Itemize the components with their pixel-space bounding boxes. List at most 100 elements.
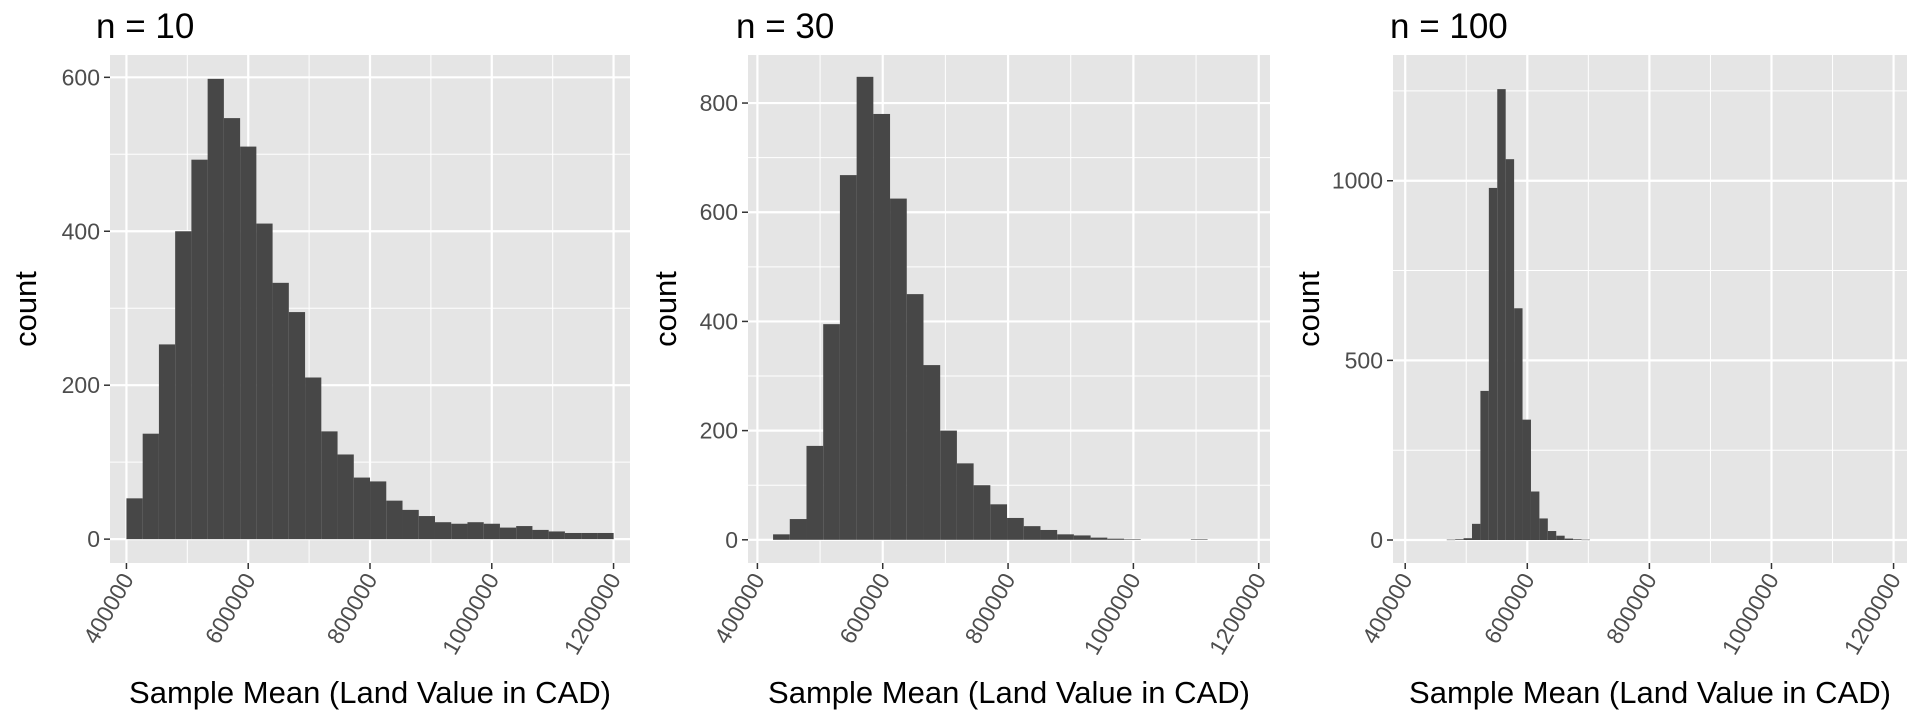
histogram-bar <box>773 534 790 540</box>
y-axis-title: count <box>8 271 43 347</box>
histogram-bar <box>434 522 452 540</box>
histogram-bar <box>906 294 924 540</box>
histogram-bar <box>1547 531 1557 541</box>
histogram-bar <box>451 523 468 540</box>
histogram-bar <box>483 523 500 540</box>
histogram-bar <box>789 519 807 540</box>
histogram-bar <box>839 175 857 540</box>
y-tick-label: 600 <box>700 199 738 225</box>
histogram-bar <box>1581 539 1590 541</box>
y-tick-label: 400 <box>700 308 738 334</box>
histogram-bar <box>499 527 517 540</box>
y-tick-label: 200 <box>700 418 738 444</box>
histogram-bar <box>923 365 941 540</box>
histogram-bar <box>305 377 322 540</box>
histogram-bar <box>1471 523 1481 541</box>
x-tick-label: 800000 <box>321 569 382 648</box>
x-tick-label: 600000 <box>834 569 895 648</box>
y-tick-label: 1000 <box>1332 168 1383 194</box>
histogram-bar <box>956 463 974 540</box>
histogram-bar <box>1023 526 1041 540</box>
y-tick-label: 400 <box>62 218 100 244</box>
x-tick-label: 400000 <box>1357 569 1418 648</box>
y-tick-label: 800 <box>700 90 738 116</box>
histogram-bar <box>467 522 484 540</box>
histogram-bar <box>990 504 1008 540</box>
x-tick-label: 1000000 <box>1078 569 1145 660</box>
histogram-bar <box>581 532 598 540</box>
histogram-bar <box>1539 518 1548 541</box>
x-axis-title: Sample Mean (Land Value in CAD) <box>1409 675 1891 710</box>
histogram-bar <box>564 532 582 540</box>
histogram-bar <box>1573 539 1582 541</box>
y-tick-label: 500 <box>1345 347 1383 373</box>
histogram-bar <box>1488 187 1498 541</box>
histogram-bar <box>1090 537 1108 540</box>
histogram-bar <box>418 516 435 540</box>
histogram-bar <box>386 500 403 540</box>
histogram-bar <box>1530 491 1540 541</box>
x-tick-label: 1000000 <box>1717 569 1784 660</box>
histogram-bar <box>175 231 192 540</box>
histogram-bar <box>240 146 257 540</box>
histogram-bar <box>823 324 840 540</box>
histogram-bar <box>873 113 891 540</box>
histogram-bar <box>856 76 874 540</box>
histogram-bar <box>1124 539 1141 540</box>
histogram-bar <box>288 312 306 540</box>
x-tick-label: 1200000 <box>1204 569 1271 660</box>
panel-title: n = 10 <box>96 7 194 46</box>
x-axis-title: Sample Mean (Land Value in CAD) <box>129 675 611 710</box>
histogram-bar <box>207 78 224 540</box>
histogram-bar <box>973 485 991 540</box>
x-tick-label: 1200000 <box>1839 569 1906 660</box>
x-tick-label: 400000 <box>709 569 770 648</box>
histogram-bar <box>223 118 241 540</box>
histogram-bar <box>1040 529 1058 540</box>
x-tick-label: 800000 <box>1601 569 1662 648</box>
histogram-bar <box>1107 538 1125 540</box>
histogram-bar <box>337 454 354 540</box>
histogram-bar <box>1057 534 1074 540</box>
histogram-bar <box>142 433 159 540</box>
x-tick-label: 600000 <box>1479 569 1540 648</box>
y-axis-title: count <box>648 271 683 347</box>
histogram-bar <box>1556 535 1565 541</box>
y-tick-label: 0 <box>725 527 738 553</box>
x-tick-label: 400000 <box>78 569 139 648</box>
y-tick-label: 0 <box>1370 527 1383 553</box>
histogram-bar <box>940 430 957 540</box>
histogram-bar <box>1497 89 1506 541</box>
x-tick-label: 600000 <box>200 569 261 648</box>
histogram-bar <box>1480 390 1489 541</box>
x-tick-label: 800000 <box>959 569 1020 648</box>
histogram-bar <box>1514 308 1523 541</box>
histogram-bar <box>1007 517 1024 540</box>
panel-title: n = 30 <box>736 7 834 46</box>
histogram-bar <box>353 477 371 540</box>
histogram-bar <box>321 431 338 540</box>
y-tick-label: 0 <box>87 526 100 552</box>
x-axis-title: Sample Mean (Land Value in CAD) <box>768 675 1250 710</box>
histogram-bar <box>1455 539 1464 541</box>
histogram-bar <box>272 282 289 540</box>
histogram-bar <box>191 159 208 540</box>
histogram-bar <box>1522 419 1531 541</box>
histogram-bar <box>370 481 387 540</box>
histogram-bar <box>597 532 614 540</box>
x-tick-label: 1000000 <box>437 569 504 660</box>
histogram-bar <box>1463 538 1472 541</box>
histogram-bar <box>806 445 824 540</box>
histogram-bar <box>1190 539 1208 540</box>
panel-title: n = 100 <box>1390 7 1508 46</box>
histogram-bar <box>126 498 143 540</box>
histogram-bar <box>158 344 176 540</box>
histogram-bar <box>548 531 565 540</box>
histogram-bar <box>1505 159 1515 541</box>
histogram-bar <box>516 526 533 540</box>
histogram-bar <box>402 509 419 540</box>
y-axis-title: count <box>1291 271 1326 347</box>
histogram-bar <box>532 529 549 540</box>
